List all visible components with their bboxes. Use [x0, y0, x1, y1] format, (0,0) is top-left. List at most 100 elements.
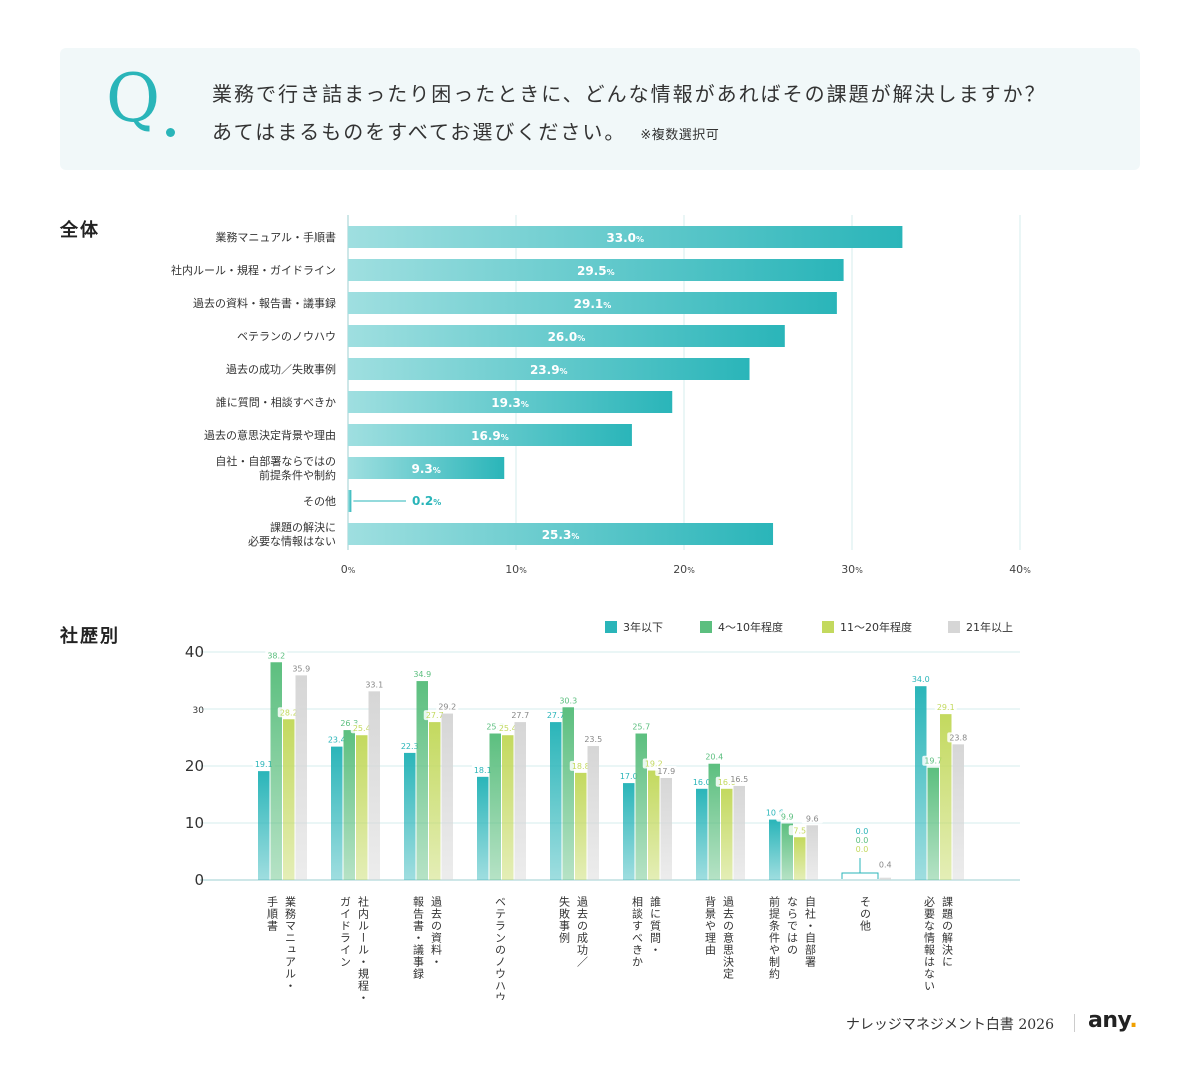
data-label-background — [423, 710, 446, 721]
data-label-background — [569, 760, 592, 771]
bar — [348, 358, 750, 380]
data-label-background — [325, 734, 348, 745]
question-note: ※複数選択可 — [640, 128, 720, 143]
data-label-background — [544, 710, 567, 721]
data-label-background — [801, 813, 824, 824]
bar — [356, 735, 368, 880]
category-label: 背景や理由 — [704, 895, 717, 956]
legend-swatch — [700, 621, 712, 633]
bar — [348, 391, 673, 413]
bar — [283, 719, 295, 880]
data-label: 9.6 — [806, 814, 819, 823]
legend-swatch — [605, 621, 617, 633]
bar — [879, 877, 891, 880]
bar — [660, 777, 672, 880]
data-label: 29.5% — [577, 264, 615, 278]
data-label-background — [411, 669, 434, 680]
question-line-2: あてはまるものをすべてお選びください。 ※複数選択可 — [212, 116, 719, 145]
data-label: 9.9 — [781, 813, 794, 822]
bar — [489, 733, 501, 880]
data-label-background — [398, 740, 421, 751]
question-box — [60, 48, 1140, 170]
legend-label: 3年以下 — [623, 620, 663, 634]
data-label: 25.4 — [499, 724, 517, 733]
category-label: 社内ルール・規程・ガイドライン — [171, 263, 336, 277]
data-label: 18.1 — [474, 766, 492, 775]
category-label: ベテランのノウハウ — [237, 330, 336, 343]
x-tick-label: 0% — [341, 563, 356, 576]
question-line-2-text: あてはまるものをすべてお選びください。 — [212, 120, 627, 144]
bar — [587, 746, 599, 880]
category-label: 前提条件や制約 — [768, 895, 781, 980]
bar — [927, 767, 939, 880]
y-tick-label: 0 — [194, 871, 204, 889]
bar — [635, 733, 647, 880]
category-label: 誰に質問・相談すべきか — [216, 395, 336, 409]
bar — [429, 722, 441, 880]
bar — [915, 686, 927, 880]
bar — [258, 771, 270, 880]
data-label: 9.3% — [411, 462, 440, 476]
data-label: 23.4 — [328, 736, 346, 745]
bar — [348, 259, 844, 281]
tenure-section-title: 社歴別 — [60, 626, 120, 647]
data-label: 35.9 — [292, 664, 310, 673]
bar — [416, 681, 428, 880]
category-label: 過去の成功／失敗事例 — [226, 362, 336, 376]
data-label: 33.1 — [365, 680, 383, 689]
bar — [441, 713, 453, 880]
question-mark: Q — [106, 60, 161, 137]
data-label: 25.4 — [353, 724, 371, 733]
legend-label: 21年以上 — [966, 620, 1013, 634]
data-label: 19.3% — [491, 396, 529, 410]
overall-bar-chart: 0% 10% 20% 30% 40% 業務マニュアル・手順書 33.0% 社内ルール・規程・ガ… — [171, 215, 1031, 576]
category-label: 過去の資料・報告書・議事録 — [193, 296, 336, 310]
data-label: 22.3 — [401, 742, 419, 751]
any-logo: any. — [1088, 1008, 1138, 1033]
data-label: 19.7 — [924, 757, 942, 766]
data-label: 17.9 — [657, 767, 675, 776]
category-label: 手順書 — [266, 895, 279, 932]
bar — [348, 226, 903, 248]
legend-swatch — [822, 621, 834, 633]
data-label: 10.6 — [766, 809, 784, 818]
bar — [348, 424, 632, 446]
bar — [270, 662, 282, 880]
tenure-grouped-bar-chart: 0 10 20 30 40 3年以下 4〜10年程度 11〜20年程度 21年以上 19.1 38.… — [185, 620, 1020, 1000]
x-tick-label: 30% — [841, 563, 863, 576]
y-tick-label: 20 — [185, 757, 204, 775]
bar — [502, 735, 514, 880]
bar — [348, 325, 785, 347]
x-tick-label: 10% — [505, 563, 527, 576]
data-label-background — [947, 732, 970, 743]
data-label: 0.0 — [856, 845, 869, 854]
data-label-background — [630, 721, 653, 732]
data-label-background — [436, 701, 459, 712]
legend-swatch — [948, 621, 960, 633]
category-label: 過去の成功／ — [576, 896, 589, 968]
data-label-background — [277, 707, 300, 718]
bar — [348, 523, 774, 545]
category-label: 必要な情報はない — [923, 896, 936, 992]
data-label: 27.7 — [547, 711, 565, 720]
bar — [781, 823, 793, 880]
data-label: 28.2 — [280, 708, 298, 717]
bar — [794, 837, 806, 880]
data-label-background — [252, 759, 275, 770]
data-label: 34.9 — [413, 670, 431, 679]
data-label: 7.5 — [793, 826, 806, 835]
data-label-background — [934, 702, 957, 713]
data-label: 27.7 — [426, 711, 444, 720]
category-label: その他 — [859, 896, 872, 932]
bar — [348, 490, 352, 512]
category-label: 過去の意思決定背景や理由 — [204, 428, 336, 442]
x-tick-label: 20% — [673, 563, 695, 576]
category-label: 相談すべきか — [631, 896, 644, 968]
data-label-background — [557, 695, 580, 706]
bar — [348, 292, 837, 314]
data-label-background — [350, 723, 373, 734]
data-label-background — [788, 825, 811, 836]
category-label: 過去の資料・ — [430, 896, 443, 968]
category-label: 誰に質問・ — [649, 895, 662, 956]
y-tick-label: 30 — [193, 706, 205, 716]
